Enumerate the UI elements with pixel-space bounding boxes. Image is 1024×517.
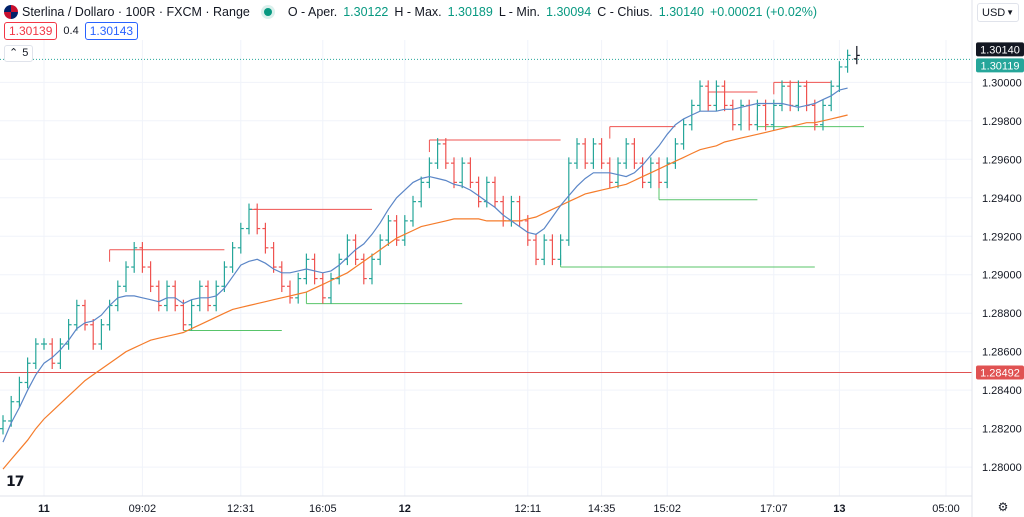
market-status-icon[interactable]: [263, 8, 272, 16]
y-tick-label: 1.30000: [982, 77, 1022, 89]
close-value: 1.30140: [658, 5, 704, 19]
gbp-flag-icon: [4, 5, 18, 19]
indicators-toggle-button[interactable]: ⌃ 5: [4, 45, 34, 62]
price-label-bg: [976, 42, 1024, 57]
x-tick-label: 12:31: [227, 503, 255, 515]
x-tick-label: 17:07: [760, 503, 788, 515]
y-tick-label: 1.28200: [982, 424, 1022, 436]
x-tick-label: 12:11: [514, 503, 541, 515]
y-tick-label: 1.28000: [982, 462, 1022, 474]
symbol-title[interactable]: Sterlina / Dollaro · 100R · FXCM · Range: [22, 5, 250, 19]
open-value: 1.30122: [343, 5, 389, 19]
price-label: 1.30119: [981, 60, 1020, 72]
currency-select[interactable]: USD ▼: [977, 3, 1019, 22]
high-value: 1.30189: [447, 5, 493, 19]
buy-button[interactable]: 1.30143: [84, 22, 139, 40]
price-label-bg: [976, 58, 1024, 73]
chevron-up-icon: ⌃: [9, 47, 19, 59]
x-tick-label: 13: [833, 503, 845, 515]
indicator-count: 5: [22, 47, 29, 59]
x-tick-label: 12: [399, 503, 411, 515]
x-tick-label: 11: [38, 503, 50, 515]
price-label: 1.28492: [980, 367, 1020, 379]
high-label: H - Max.: [394, 5, 442, 19]
sell-button[interactable]: 1.30139: [4, 22, 58, 40]
y-tick-label: 1.28400: [982, 385, 1022, 397]
settings-gear-icon[interactable]: ⚙: [997, 500, 1009, 514]
bid-ask-row: 1.30139 0.4 1.30143: [4, 22, 139, 40]
symbol-legend: Sterlina / Dollaro · 100R · FXCM · Range…: [4, 3, 817, 21]
y-tick-label: 1.28600: [982, 347, 1022, 359]
ohlc-values: O - Aper. 1.30122 H - Max. 1.30189 L - Min…: [288, 5, 817, 19]
moving-averages: [2, 87, 848, 470]
x-tick-label: 14:35: [588, 503, 616, 515]
x-tick-label: 16:05: [309, 503, 337, 515]
close-label: C - Chius.: [597, 5, 653, 19]
low-label: L - Min.: [498, 5, 541, 19]
currency-value: USD: [982, 6, 1006, 19]
ma-slow-line: [2, 114, 848, 470]
y-tick-label: 1.28800: [982, 308, 1022, 320]
spread-value: 0.4: [63, 25, 79, 37]
ma-fast-line: [2, 87, 848, 443]
x-tick-label: 15:02: [653, 503, 681, 515]
price-label-bg: [976, 365, 1024, 380]
low-value: 1.30094: [546, 5, 592, 19]
y-tick-label: 1.29600: [982, 154, 1022, 166]
price-label: 1.30140: [980, 44, 1020, 56]
y-tick-label: 1.29800: [982, 116, 1022, 128]
change-value: +0.00021 (+0.02%): [709, 5, 818, 19]
y-tick-label: 1.29000: [982, 270, 1022, 282]
x-tick-label: 05:00: [932, 503, 960, 515]
chevron-down-icon: ▼: [1006, 8, 1014, 17]
support-resistance-levels: [0, 58, 972, 373]
y-tick-label: 1.29400: [982, 193, 1022, 205]
open-label: O - Aper.: [287, 5, 338, 19]
chart-grid: [0, 40, 972, 496]
x-tick-label: 09:02: [129, 503, 157, 515]
price-bars: [0, 45, 860, 435]
tradingview-logo[interactable]: 17: [6, 474, 25, 490]
y-tick-label: 1.29200: [982, 231, 1022, 243]
